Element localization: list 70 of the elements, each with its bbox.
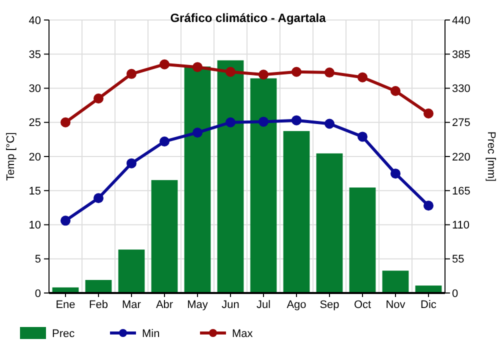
bar	[217, 60, 244, 293]
bar	[382, 270, 409, 293]
y2-tick-label: 275	[452, 117, 470, 130]
y2-axis-title: Prec [mm]	[485, 131, 497, 182]
y-tick-label: 0	[34, 288, 41, 300]
y2-tick-label: 55	[452, 254, 464, 266]
x-tick-label: Feb	[89, 299, 108, 311]
x-tick-label: Ago	[286, 299, 306, 311]
point	[390, 86, 400, 96]
y2-tick-label: 165	[452, 185, 470, 198]
y2-tick-label: 330	[452, 83, 470, 96]
y-tick-label: 15	[28, 185, 41, 198]
point	[126, 158, 136, 168]
y2-tick-label: 220	[452, 151, 470, 164]
point	[160, 136, 170, 146]
point	[60, 216, 70, 226]
point	[60, 117, 70, 128]
y-tick-label: 30	[28, 83, 41, 96]
point	[226, 66, 236, 77]
point	[324, 118, 334, 129]
x-tick-label: Jul	[256, 299, 271, 311]
legend-label: Prec	[52, 328, 76, 340]
chart-title: Gráfico climático - Agartala	[170, 11, 326, 25]
y-tick-label: 25	[28, 117, 41, 130]
x-tick-label: Jun	[222, 299, 240, 311]
y2-tick-label: 110	[452, 220, 470, 232]
bar	[184, 66, 211, 293]
y2-tick-label: 0	[452, 288, 458, 300]
x-tick-label: Oct	[354, 299, 372, 311]
point	[324, 68, 334, 78]
y-tick-label: 40	[28, 14, 41, 27]
y-tick-label: 35	[28, 48, 41, 61]
x-tick-label: Dic	[420, 299, 437, 311]
y-axis-title: Temp [°C]	[5, 132, 17, 181]
point	[424, 108, 434, 119]
bar	[118, 250, 145, 293]
y2-tick-label: 385	[452, 48, 470, 61]
point	[160, 59, 170, 70]
x-tick-label: Sep	[320, 299, 340, 311]
point	[192, 62, 202, 72]
point	[126, 68, 136, 79]
legend-label: Min	[142, 328, 160, 340]
point	[358, 132, 368, 142]
point	[94, 93, 104, 104]
bar	[250, 78, 277, 293]
y-tick-label: 20	[28, 151, 41, 164]
point	[258, 116, 268, 127]
bar	[283, 131, 310, 293]
y-tick-label: 10	[28, 220, 41, 232]
y-tick-label: 5	[34, 254, 41, 266]
bar	[349, 188, 376, 293]
x-tick-label: May	[187, 299, 208, 311]
point	[94, 193, 104, 204]
point	[226, 117, 236, 128]
point	[358, 72, 368, 82]
point	[258, 70, 268, 80]
point	[292, 115, 302, 126]
legend-label: Max	[232, 328, 254, 340]
point	[390, 168, 400, 179]
bar	[85, 280, 112, 293]
x-tick-label: Abr	[156, 299, 174, 311]
bar	[316, 153, 343, 293]
x-tick-label: Nov	[386, 299, 406, 311]
y2-tick-label: 440	[452, 14, 470, 27]
point	[192, 128, 202, 138]
x-tick-label: Mar	[122, 299, 142, 311]
bar	[151, 180, 178, 293]
x-tick-label: Ene	[56, 299, 76, 311]
point	[292, 66, 302, 77]
point	[424, 200, 434, 211]
